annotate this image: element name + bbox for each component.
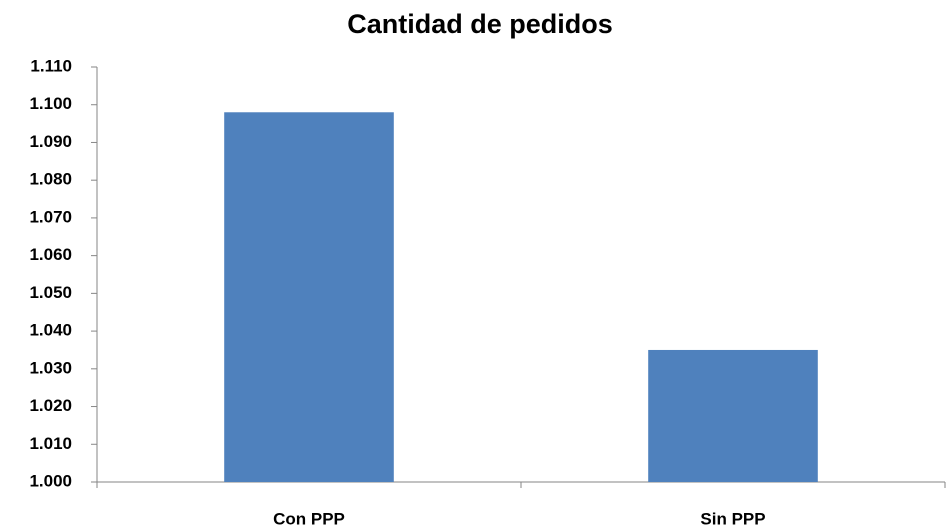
- y-tick-label: 1.080: [29, 170, 72, 189]
- x-tick-label: Con PPP: [273, 509, 345, 528]
- y-tick-label: 1.060: [29, 245, 72, 264]
- bar: [648, 349, 818, 482]
- y-tick-label: 1.040: [29, 321, 72, 340]
- y-tick-label: 1.010: [29, 434, 72, 453]
- y-tick-label: 1.090: [29, 132, 72, 151]
- y-tick-label: 1.030: [29, 358, 72, 377]
- y-tick-label: 1.100: [29, 94, 72, 113]
- bar: [224, 112, 394, 482]
- y-tick-label: 1.050: [29, 283, 72, 302]
- chart-title: Cantidad de pedidos: [347, 9, 613, 39]
- y-tick-label: 1.110: [30, 56, 72, 75]
- y-tick-label: 1.070: [29, 207, 72, 226]
- x-tick-label: Sin PPP: [700, 509, 765, 528]
- y-tick-label: 1.020: [29, 396, 72, 415]
- y-tick-label: 1.000: [29, 471, 72, 490]
